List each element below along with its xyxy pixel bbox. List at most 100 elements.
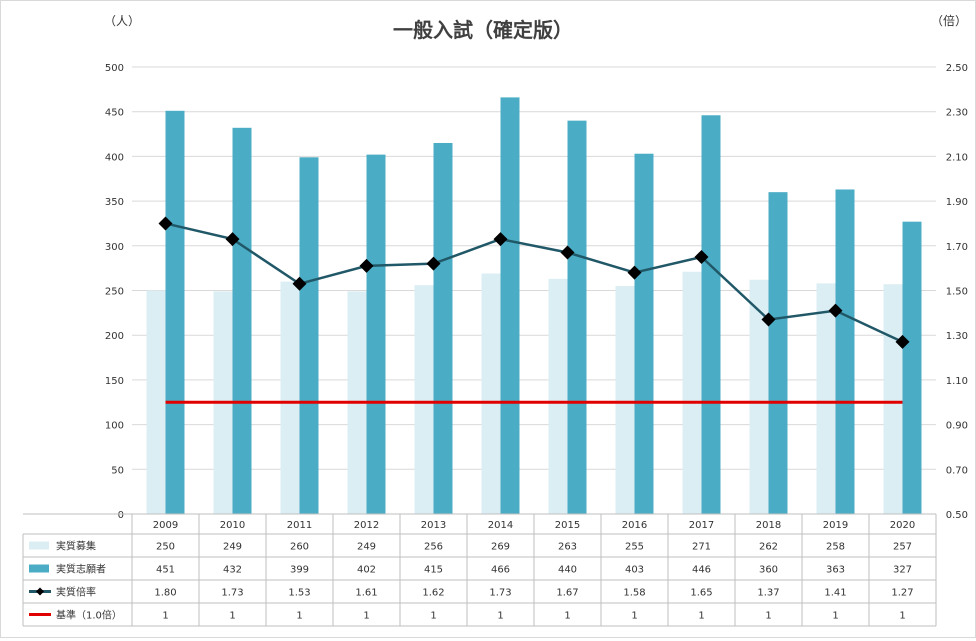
legend-label: 基準（1.0倍） (56, 609, 122, 622)
bar-recruitment (749, 279, 769, 514)
data-label: 1 (631, 611, 637, 622)
data-label: 1.62 (422, 588, 444, 599)
bar-recruitment (280, 281, 300, 514)
data-label: 1.53 (288, 588, 310, 599)
data-label: 446 (692, 565, 711, 576)
left-tick-label: 300 (105, 242, 124, 253)
category-label: 2020 (890, 520, 915, 531)
ratio-point (627, 265, 642, 280)
left-tick-label: 400 (105, 152, 124, 163)
data-label: 327 (893, 565, 912, 576)
data-label: 1 (296, 611, 302, 622)
data-label: 399 (290, 565, 309, 576)
bar-applicants (366, 154, 386, 514)
bar-applicants (701, 115, 721, 514)
data-label: 269 (491, 542, 510, 553)
category-label: 2010 (220, 520, 245, 531)
data-label: 1.65 (690, 588, 712, 599)
legend-label: 実質募集 (56, 540, 96, 553)
ratio-point (761, 312, 776, 327)
legend-key-marker (36, 587, 44, 596)
bar-recruitment (146, 290, 166, 514)
category-label: 2013 (421, 520, 446, 531)
legend-key (29, 541, 49, 550)
bar-recruitment (414, 285, 434, 514)
data-label: 1 (765, 611, 771, 622)
category-label: 2019 (823, 520, 848, 531)
data-label: 1 (229, 611, 235, 622)
bar-recruitment (682, 271, 702, 514)
left-tick-label: 350 (105, 197, 124, 208)
category-label: 2018 (756, 520, 781, 531)
left-tick-label: 150 (105, 376, 124, 387)
ratio-point (426, 256, 441, 271)
gridlines (132, 66, 936, 515)
data-label: 440 (558, 565, 577, 576)
data-label: 432 (223, 565, 242, 576)
data-label: 1 (698, 611, 704, 622)
data-label: 258 (826, 542, 845, 553)
left-tick-label: 250 (105, 287, 124, 298)
right-tick-label: 0.50 (946, 510, 968, 521)
data-label: 255 (625, 542, 644, 553)
ratio-point (694, 249, 709, 264)
data-label: 249 (223, 542, 242, 553)
data-label: 263 (558, 542, 577, 553)
bar-applicants (634, 153, 654, 514)
data-label: 403 (625, 565, 644, 576)
bar-applicants (768, 192, 788, 514)
ratio-point (828, 303, 843, 318)
category-label: 2011 (287, 520, 312, 531)
right-tick-label: 1.90 (946, 197, 968, 208)
data-label: 260 (290, 542, 309, 553)
category-label: 2014 (488, 520, 513, 531)
bar-applicants (433, 142, 453, 515)
data-label: 1 (497, 611, 503, 622)
left-tick-label: 200 (105, 331, 124, 342)
data-label: 1.73 (489, 588, 511, 599)
data-label: 1.67 (556, 588, 578, 599)
ratio-point (359, 258, 374, 273)
data-label: 1 (162, 611, 168, 622)
chart-title: 一般入試（確定版） (393, 18, 573, 42)
data-label: 249 (357, 542, 376, 553)
bar-applicants (165, 110, 185, 514)
right-tick-label: 2.50 (946, 63, 968, 74)
legend-key (29, 564, 49, 573)
ratio-point (225, 232, 240, 247)
right-tick-label: 1.30 (946, 331, 968, 342)
data-label: 1.80 (154, 588, 176, 599)
right-tick-label: 1.50 (946, 287, 968, 298)
axes: 0 0.50 50 0.70 100 0.90 150 1.10 200 1.30 250 1.50 3… (105, 63, 968, 521)
data-label: 360 (759, 565, 778, 576)
ratio-point (493, 232, 508, 247)
left-tick-label: 500 (105, 63, 124, 74)
category-label: 2017 (689, 520, 714, 531)
bar-applicants (835, 189, 855, 514)
data-label: 1 (564, 611, 570, 622)
right-tick-label: 1.70 (946, 242, 968, 253)
data-label: 451 (156, 565, 175, 576)
legend-label: 実質倍率 (56, 586, 96, 599)
data-label: 257 (893, 542, 912, 553)
bar-recruitment (481, 273, 501, 514)
ratio-point (292, 276, 307, 291)
right-axis-unit: （倍） (931, 13, 967, 28)
data-label: 1.61 (355, 588, 377, 599)
data-label: 466 (491, 565, 510, 576)
category-label: 2015 (555, 520, 580, 531)
bar-applicants (902, 221, 922, 515)
ratio-point (560, 245, 575, 260)
data-label: 1 (363, 611, 369, 622)
bar-applicants (500, 97, 520, 514)
ratio-line (165, 222, 904, 344)
left-tick-label: 100 (105, 421, 124, 432)
legend-label: 実質志願者 (56, 563, 106, 576)
data-label: 415 (424, 565, 443, 576)
data-label: 262 (759, 542, 778, 553)
data-label: 1.37 (757, 588, 779, 599)
bar-applicants (299, 157, 319, 514)
category-label: 2009 (153, 520, 178, 531)
